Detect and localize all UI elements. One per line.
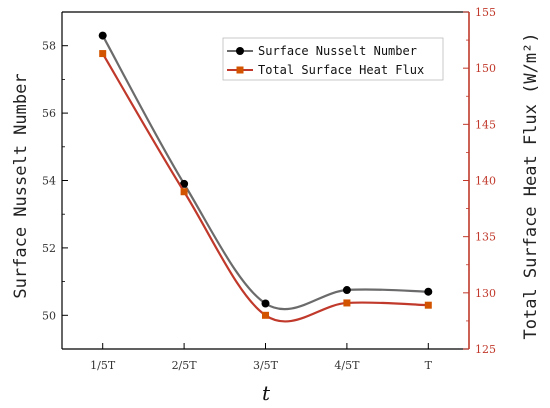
data-point-heatflux bbox=[180, 188, 188, 196]
data-point-nusselt bbox=[424, 287, 433, 296]
data-point-nusselt bbox=[261, 299, 270, 308]
y-left-tick-label: 54 bbox=[42, 175, 56, 188]
y-right-tick-label: 140 bbox=[475, 175, 496, 188]
legend: Surface Nusselt Number Total Surface Hea… bbox=[222, 37, 444, 81]
data-point-heatflux bbox=[343, 299, 351, 307]
data-point-heatflux bbox=[262, 311, 269, 319]
data-point-nusselt bbox=[98, 31, 107, 40]
x-tick-label: 3/5T bbox=[253, 359, 279, 372]
y-left-tick-label: 56 bbox=[42, 107, 56, 120]
legend-box bbox=[222, 37, 444, 81]
series-line-heatflux bbox=[101, 53, 429, 323]
y-right-tick-label: 150 bbox=[475, 62, 496, 75]
y-axis-right-title: Total Surface Heat Flux (W/m²) bbox=[521, 32, 541, 339]
data-point-heatflux bbox=[99, 50, 107, 58]
y-right-tick-label: 125 bbox=[475, 343, 496, 356]
y-axis-left-title: Surface Nusselt Number bbox=[11, 73, 31, 298]
y-right-tick-label: 135 bbox=[475, 231, 496, 244]
x-axis-title: t bbox=[262, 381, 271, 405]
y-right-tick-label: 155 bbox=[475, 6, 496, 19]
y-right-tick-label: 130 bbox=[475, 287, 496, 300]
data-point-nusselt bbox=[342, 286, 351, 295]
data-point-nusselt bbox=[180, 179, 189, 188]
legend-label-heatflux: Total Surface Heat Flux bbox=[258, 63, 424, 77]
x-tick-label: 2/5T bbox=[172, 359, 198, 372]
data-point-heatflux bbox=[424, 301, 432, 309]
x-tick-label: 1/5T bbox=[90, 359, 116, 372]
series-line-nusselt bbox=[101, 35, 429, 311]
y-left-tick-label: 58 bbox=[42, 40, 56, 53]
y-left-tick-label: 50 bbox=[42, 309, 56, 322]
x-tick-label: T bbox=[425, 359, 433, 372]
legend-marker-nusselt bbox=[236, 47, 244, 55]
y-left-tick-label: 52 bbox=[42, 242, 56, 255]
y-right-tick-label: 145 bbox=[475, 118, 496, 131]
legend-label-nusselt: Surface Nusselt Number bbox=[258, 44, 417, 58]
x-tick-label: 4/5T bbox=[334, 359, 360, 372]
legend-marker-heatflux bbox=[236, 66, 244, 74]
